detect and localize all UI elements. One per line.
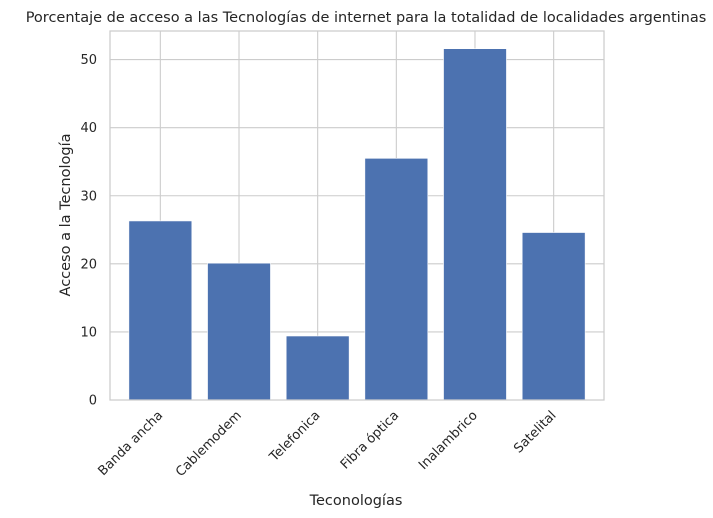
x-tick-label: Banda ancha [95, 408, 166, 479]
bar-inalambrico [443, 48, 507, 401]
bar-cablemodem [207, 262, 271, 401]
y-tick-label: 20 [80, 257, 97, 272]
x-tick-label: Satelital [511, 408, 559, 456]
bar-banda-ancha [128, 220, 193, 401]
plot-frame [109, 30, 605, 401]
y-axis-label: Acceso a la Tecnología [58, 134, 74, 297]
y-tick-label: 30 [80, 189, 97, 204]
x-tick-label: Telefonica [266, 408, 323, 465]
x-axis-label: Teconologías [309, 493, 403, 509]
x-tick-label: Cablemodem [173, 408, 245, 480]
chart-title: Porcentaje de acceso a las Tecnologías d… [26, 10, 707, 26]
plot-area: 0 10 20 30 40 50 Banda ancha Cablemodem Telefoni… [80, 30, 605, 480]
bar-fibra-óptica [364, 158, 429, 401]
bar-satelital [521, 232, 586, 401]
y-tick-label: 0 [89, 394, 97, 409]
bar-telefonica [285, 335, 350, 401]
x-tick-label: Inalambrico [416, 408, 481, 473]
y-tick-label: 10 [80, 325, 97, 340]
x-tick-label: Fibra óptica [338, 408, 402, 472]
y-tick-label: 50 [80, 53, 97, 68]
y-tick-label: 40 [80, 121, 97, 136]
